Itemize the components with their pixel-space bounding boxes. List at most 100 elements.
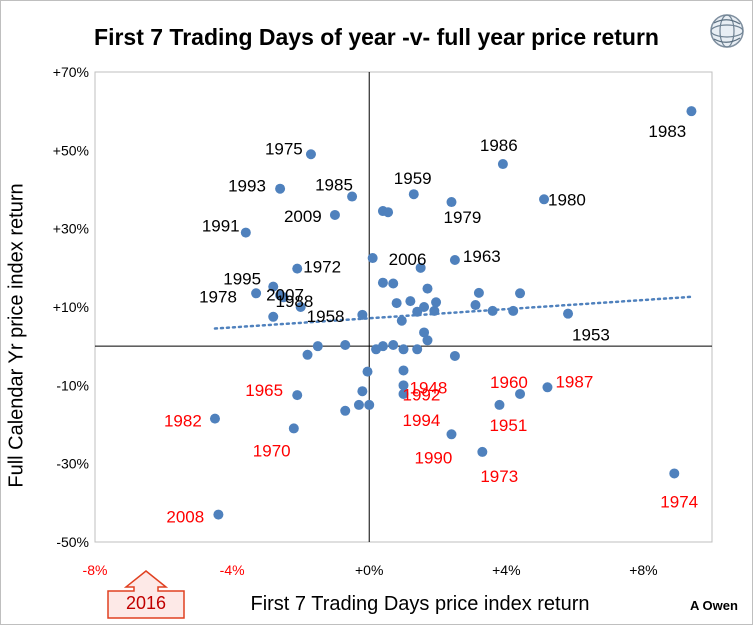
year-2016-label: 2016: [125, 593, 167, 613]
point-label-1987: 1987: [555, 372, 593, 391]
point-label-1960: 1960: [490, 373, 528, 392]
point-label-1951: 1951: [489, 416, 527, 435]
data-point: [302, 349, 313, 360]
data-point: [362, 366, 373, 377]
point-label-1985: 1985: [315, 176, 353, 195]
data-point: [449, 255, 460, 265]
point-label-1965: 1965: [245, 381, 283, 400]
data-point: [357, 386, 368, 397]
chart-title: First 7 Trading Days of year -v- full ye…: [94, 24, 659, 50]
data-point: [295, 302, 306, 312]
data-point: [292, 263, 303, 274]
point-label-1974: 1974: [660, 492, 698, 511]
point-label-2006: 2006: [389, 250, 427, 269]
data-point: [398, 388, 409, 399]
data-point: [377, 277, 388, 288]
data-point: [508, 305, 519, 316]
point-label-1979: 1979: [443, 208, 481, 227]
data-point: [305, 149, 316, 160]
x-axis-title: First 7 Trading Days price index return: [250, 593, 590, 615]
point-label-1972: 1972: [303, 258, 341, 277]
data-point: [329, 209, 340, 220]
data-point: [371, 344, 382, 355]
point-label-1990: 1990: [414, 448, 452, 467]
data-point: [388, 339, 399, 350]
author-credit: A Owen: [690, 598, 738, 613]
data-point: [353, 399, 364, 410]
point-label-1982: 1982: [164, 412, 202, 431]
data-point: [470, 300, 481, 311]
y-tick-label: +30%: [53, 221, 89, 237]
data-point: [412, 306, 423, 317]
data-point: [278, 292, 289, 303]
plot-area: [94, 71, 713, 543]
data-point: [367, 253, 378, 264]
data-point: [391, 298, 402, 309]
data-point: [268, 281, 279, 292]
point-label-1959: 1959: [394, 169, 432, 188]
point-label-1980: 1980: [548, 190, 586, 209]
point-label-1975: 1975: [265, 139, 303, 158]
data-point: [312, 341, 323, 352]
data-point: [398, 380, 409, 391]
data-point: [364, 399, 375, 410]
data-point: [686, 106, 697, 117]
y-tick-label: +50%: [53, 142, 89, 158]
data-point: [268, 311, 279, 322]
data-point: [398, 365, 409, 376]
data-point: [669, 468, 680, 479]
trendline: [213, 295, 693, 330]
x-tick-label: -4%: [220, 562, 245, 578]
data-point: [431, 297, 442, 308]
data-point: [405, 296, 416, 307]
data-point: [415, 262, 426, 273]
data-point: [347, 191, 358, 202]
data-point: [240, 227, 251, 238]
point-label-1995: 1995: [223, 270, 261, 289]
x-tick-label: -8%: [83, 562, 108, 578]
year-2016-marker: [107, 570, 185, 619]
y-tick-label: -30%: [56, 456, 89, 472]
globe-logo-icon: [710, 14, 744, 48]
data-point: [539, 194, 550, 205]
data-point: [449, 350, 460, 361]
point-label-1958: 1958: [307, 307, 345, 326]
y-tick-label: +70%: [53, 64, 89, 80]
data-point: [542, 382, 553, 393]
data-point: [477, 446, 488, 457]
data-point: [412, 344, 423, 355]
point-label-1978: 1978: [199, 287, 237, 306]
data-point: [288, 423, 299, 434]
data-point: [487, 305, 498, 316]
data-point: [497, 159, 508, 170]
data-point: [494, 399, 505, 410]
point-label-1991: 1991: [202, 217, 240, 236]
y-tick-label: +10%: [53, 299, 89, 315]
data-point: [515, 288, 526, 299]
point-label-1988: 1988: [276, 292, 314, 311]
data-point: [209, 413, 220, 424]
point-label-2009: 2009: [284, 207, 322, 226]
data-point: [340, 405, 351, 416]
point-label-1953: 1953: [572, 326, 610, 345]
x-tick-label: +0%: [355, 562, 383, 578]
point-label-1983: 1983: [648, 122, 686, 141]
point-label-1993: 1993: [228, 177, 266, 196]
data-point: [419, 327, 430, 338]
data-point: [446, 197, 457, 208]
point-label-2007: 2007: [266, 285, 304, 304]
data-point: [357, 309, 368, 320]
point-label-1994: 1994: [403, 411, 441, 430]
data-point: [429, 305, 440, 316]
data-point: [251, 288, 262, 299]
point-label-1986: 1986: [480, 136, 518, 155]
point-label-1970: 1970: [253, 441, 291, 460]
data-point: [292, 390, 303, 401]
data-point: [398, 344, 409, 355]
point-label-1973: 1973: [480, 467, 518, 486]
data-point: [422, 335, 433, 346]
point-label-1948: 1948: [410, 378, 448, 397]
point-label-1963: 1963: [463, 247, 501, 266]
data-point: [213, 509, 224, 520]
